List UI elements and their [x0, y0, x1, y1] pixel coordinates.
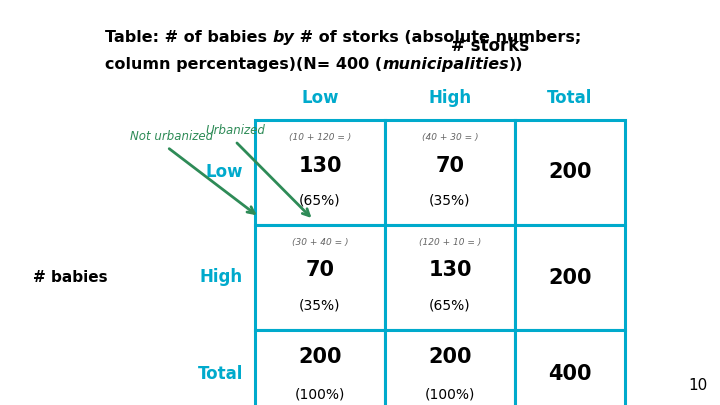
Text: # babies: # babies: [32, 270, 107, 285]
Text: 130: 130: [428, 260, 472, 281]
Text: (30 + 40 = ): (30 + 40 = ): [292, 238, 348, 247]
Text: 200: 200: [548, 162, 592, 183]
Bar: [255, 225, 385, 330]
Bar: [385, 330, 515, 405]
Text: Not urbanized: Not urbanized: [130, 130, 214, 143]
Text: 70: 70: [305, 260, 335, 281]
Bar: [255, 120, 385, 225]
Text: High: High: [200, 269, 243, 286]
Bar: [385, 225, 515, 330]
Text: # storks: # storks: [451, 37, 529, 55]
Text: (100%): (100%): [294, 387, 345, 401]
Text: (100%): (100%): [425, 387, 475, 401]
Text: 10: 10: [689, 378, 708, 393]
Text: (120 + 10 = ): (120 + 10 = ): [419, 238, 481, 247]
Text: Table: # of babies: Table: # of babies: [105, 30, 273, 45]
Text: Total: Total: [547, 89, 593, 107]
Text: 200: 200: [428, 347, 472, 367]
Text: (40 + 30 = ): (40 + 30 = ): [422, 133, 478, 142]
Text: 400: 400: [548, 364, 592, 384]
Text: Low: Low: [301, 89, 338, 107]
Text: (65%): (65%): [300, 194, 341, 207]
Bar: [385, 120, 515, 225]
Text: 130: 130: [298, 156, 342, 175]
Text: by: by: [273, 30, 294, 45]
Bar: [255, 330, 385, 405]
Text: 200: 200: [298, 347, 342, 367]
Bar: [515, 120, 625, 225]
Text: municipalities: municipalities: [382, 57, 509, 72]
Text: (65%): (65%): [429, 298, 471, 313]
Text: Urbanized: Urbanized: [205, 124, 265, 137]
Text: High: High: [428, 89, 472, 107]
Bar: [515, 330, 625, 405]
Text: 200: 200: [548, 267, 592, 288]
Text: # of storks (absolute numbers;: # of storks (absolute numbers;: [294, 30, 582, 45]
Text: column percentages)(N= 400 (: column percentages)(N= 400 (: [105, 57, 382, 72]
Text: Low: Low: [205, 164, 243, 181]
Bar: [515, 225, 625, 330]
Text: (35%): (35%): [300, 298, 341, 313]
Text: )): )): [509, 57, 523, 72]
Text: (35%): (35%): [429, 194, 471, 207]
Text: 70: 70: [436, 156, 464, 175]
Text: Total: Total: [197, 365, 243, 383]
Text: (10 + 120 = ): (10 + 120 = ): [289, 133, 351, 142]
